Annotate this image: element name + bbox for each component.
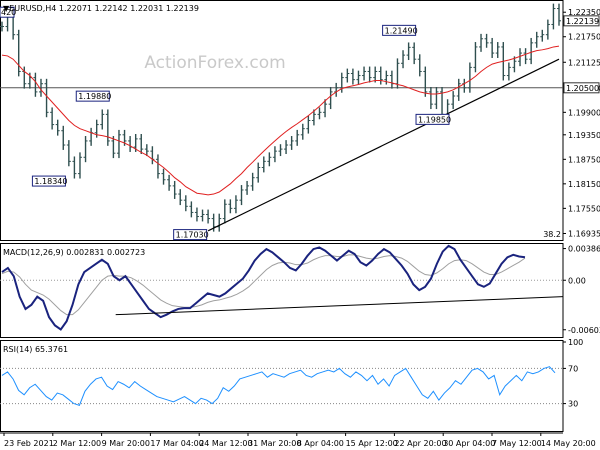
- ohlc-close: 1.22139: [165, 4, 199, 13]
- x-tick-label: 24 Mar 12:00: [199, 439, 252, 448]
- price-tick-label: 1.18150: [568, 180, 600, 189]
- fib-label: 38.2: [543, 230, 561, 239]
- chart-header: ▼EURUSD,H4 1.22071 1.22142 1.22031 1.221…: [3, 4, 199, 13]
- callout-1.21490: 1.21490: [385, 26, 418, 35]
- price-tick-label: 1.17550: [568, 204, 600, 213]
- x-tick-label: 9 Mar 20:00: [102, 439, 150, 448]
- x-tick-label: 8 Apr 04:00: [297, 439, 344, 448]
- macd-panel-frame: [0, 243, 564, 338]
- x-tick-label: 23 Feb 2021: [4, 439, 54, 448]
- x-tick-label: 15 Apr 12:00: [346, 439, 398, 448]
- macd-signal-line: [1, 254, 526, 316]
- price-tick-label: 1.19900: [568, 108, 600, 117]
- ohlc-open: 1.22071: [58, 4, 93, 13]
- chart-header-arrow-icon: ▼: [3, 4, 10, 13]
- left-edge-label: 420: [1, 8, 16, 17]
- level-tag-box: [563, 82, 600, 94]
- macd-tick-label: 0.003864: [568, 245, 600, 254]
- macd-tick-label: -0.006038: [568, 326, 600, 335]
- level-tag-box: [563, 15, 600, 27]
- level-tag-1.22139: 1.22139: [566, 17, 599, 26]
- callout-1.19880: 1.19880: [78, 92, 111, 101]
- callout-box: [31, 175, 66, 187]
- callout-1.19850: 1.19850: [418, 115, 451, 124]
- moving-average-line: [1, 45, 560, 196]
- ohlc-high: 1.22142: [94, 4, 128, 13]
- price-tick-label: 1.19350: [568, 131, 600, 140]
- rsi-tick-label: 70: [568, 364, 578, 373]
- x-tick-label: 2 Mar 12:00: [53, 439, 101, 448]
- ohlc-low: 1.22031: [130, 4, 164, 13]
- price-tick-label: 1.21125: [568, 58, 600, 67]
- price-tick-label: 1.16935: [568, 229, 600, 238]
- rsi-tick-label: 30: [568, 400, 578, 409]
- macd-label: MACD(12,26,9) 0.002831 0.002723: [3, 248, 146, 257]
- price-tick-label: 1.22350: [568, 8, 600, 17]
- left-edge-box: [0, 6, 15, 18]
- watermark-text: ActionForex.com: [144, 53, 285, 73]
- rsi-panel-frame: [0, 340, 564, 432]
- x-tick-label: 30 Apr 04:00: [443, 439, 495, 448]
- level-tag-1.20500: 1.20500: [566, 84, 599, 93]
- x-tick-label: 7 May 12:00: [492, 439, 542, 448]
- chart-symbol: EURUSD,H4: [9, 4, 57, 13]
- rsi-tick-label: 100: [568, 338, 583, 347]
- callout-1.18340: 1.18340: [34, 177, 67, 186]
- price-tick-label: 1.18750: [568, 155, 600, 164]
- x-tick-label: 31 Mar 20:00: [248, 439, 301, 448]
- macd-line: [1, 244, 526, 331]
- rsi-label: RSI(14) 65.3761: [3, 345, 69, 354]
- macd-trendline: [115, 296, 564, 316]
- callout-1.17030: 1.17030: [176, 231, 209, 240]
- callout-box: [415, 113, 450, 125]
- x-tick-label: 14 May 20:00: [541, 439, 596, 448]
- x-tick-label: 17 Mar 04:00: [150, 439, 203, 448]
- price-panel-frame: [0, 0, 564, 241]
- x-tick-label: 22 Apr 20:00: [394, 439, 446, 448]
- price-tick-label: 1.21750: [568, 33, 600, 42]
- rsi-line: [1, 366, 556, 406]
- macd-tick-label: 0.00: [568, 276, 586, 285]
- callout-box: [173, 229, 208, 241]
- price-trendline: [207, 58, 560, 232]
- callout-box: [382, 24, 417, 36]
- callout-box: [75, 90, 110, 102]
